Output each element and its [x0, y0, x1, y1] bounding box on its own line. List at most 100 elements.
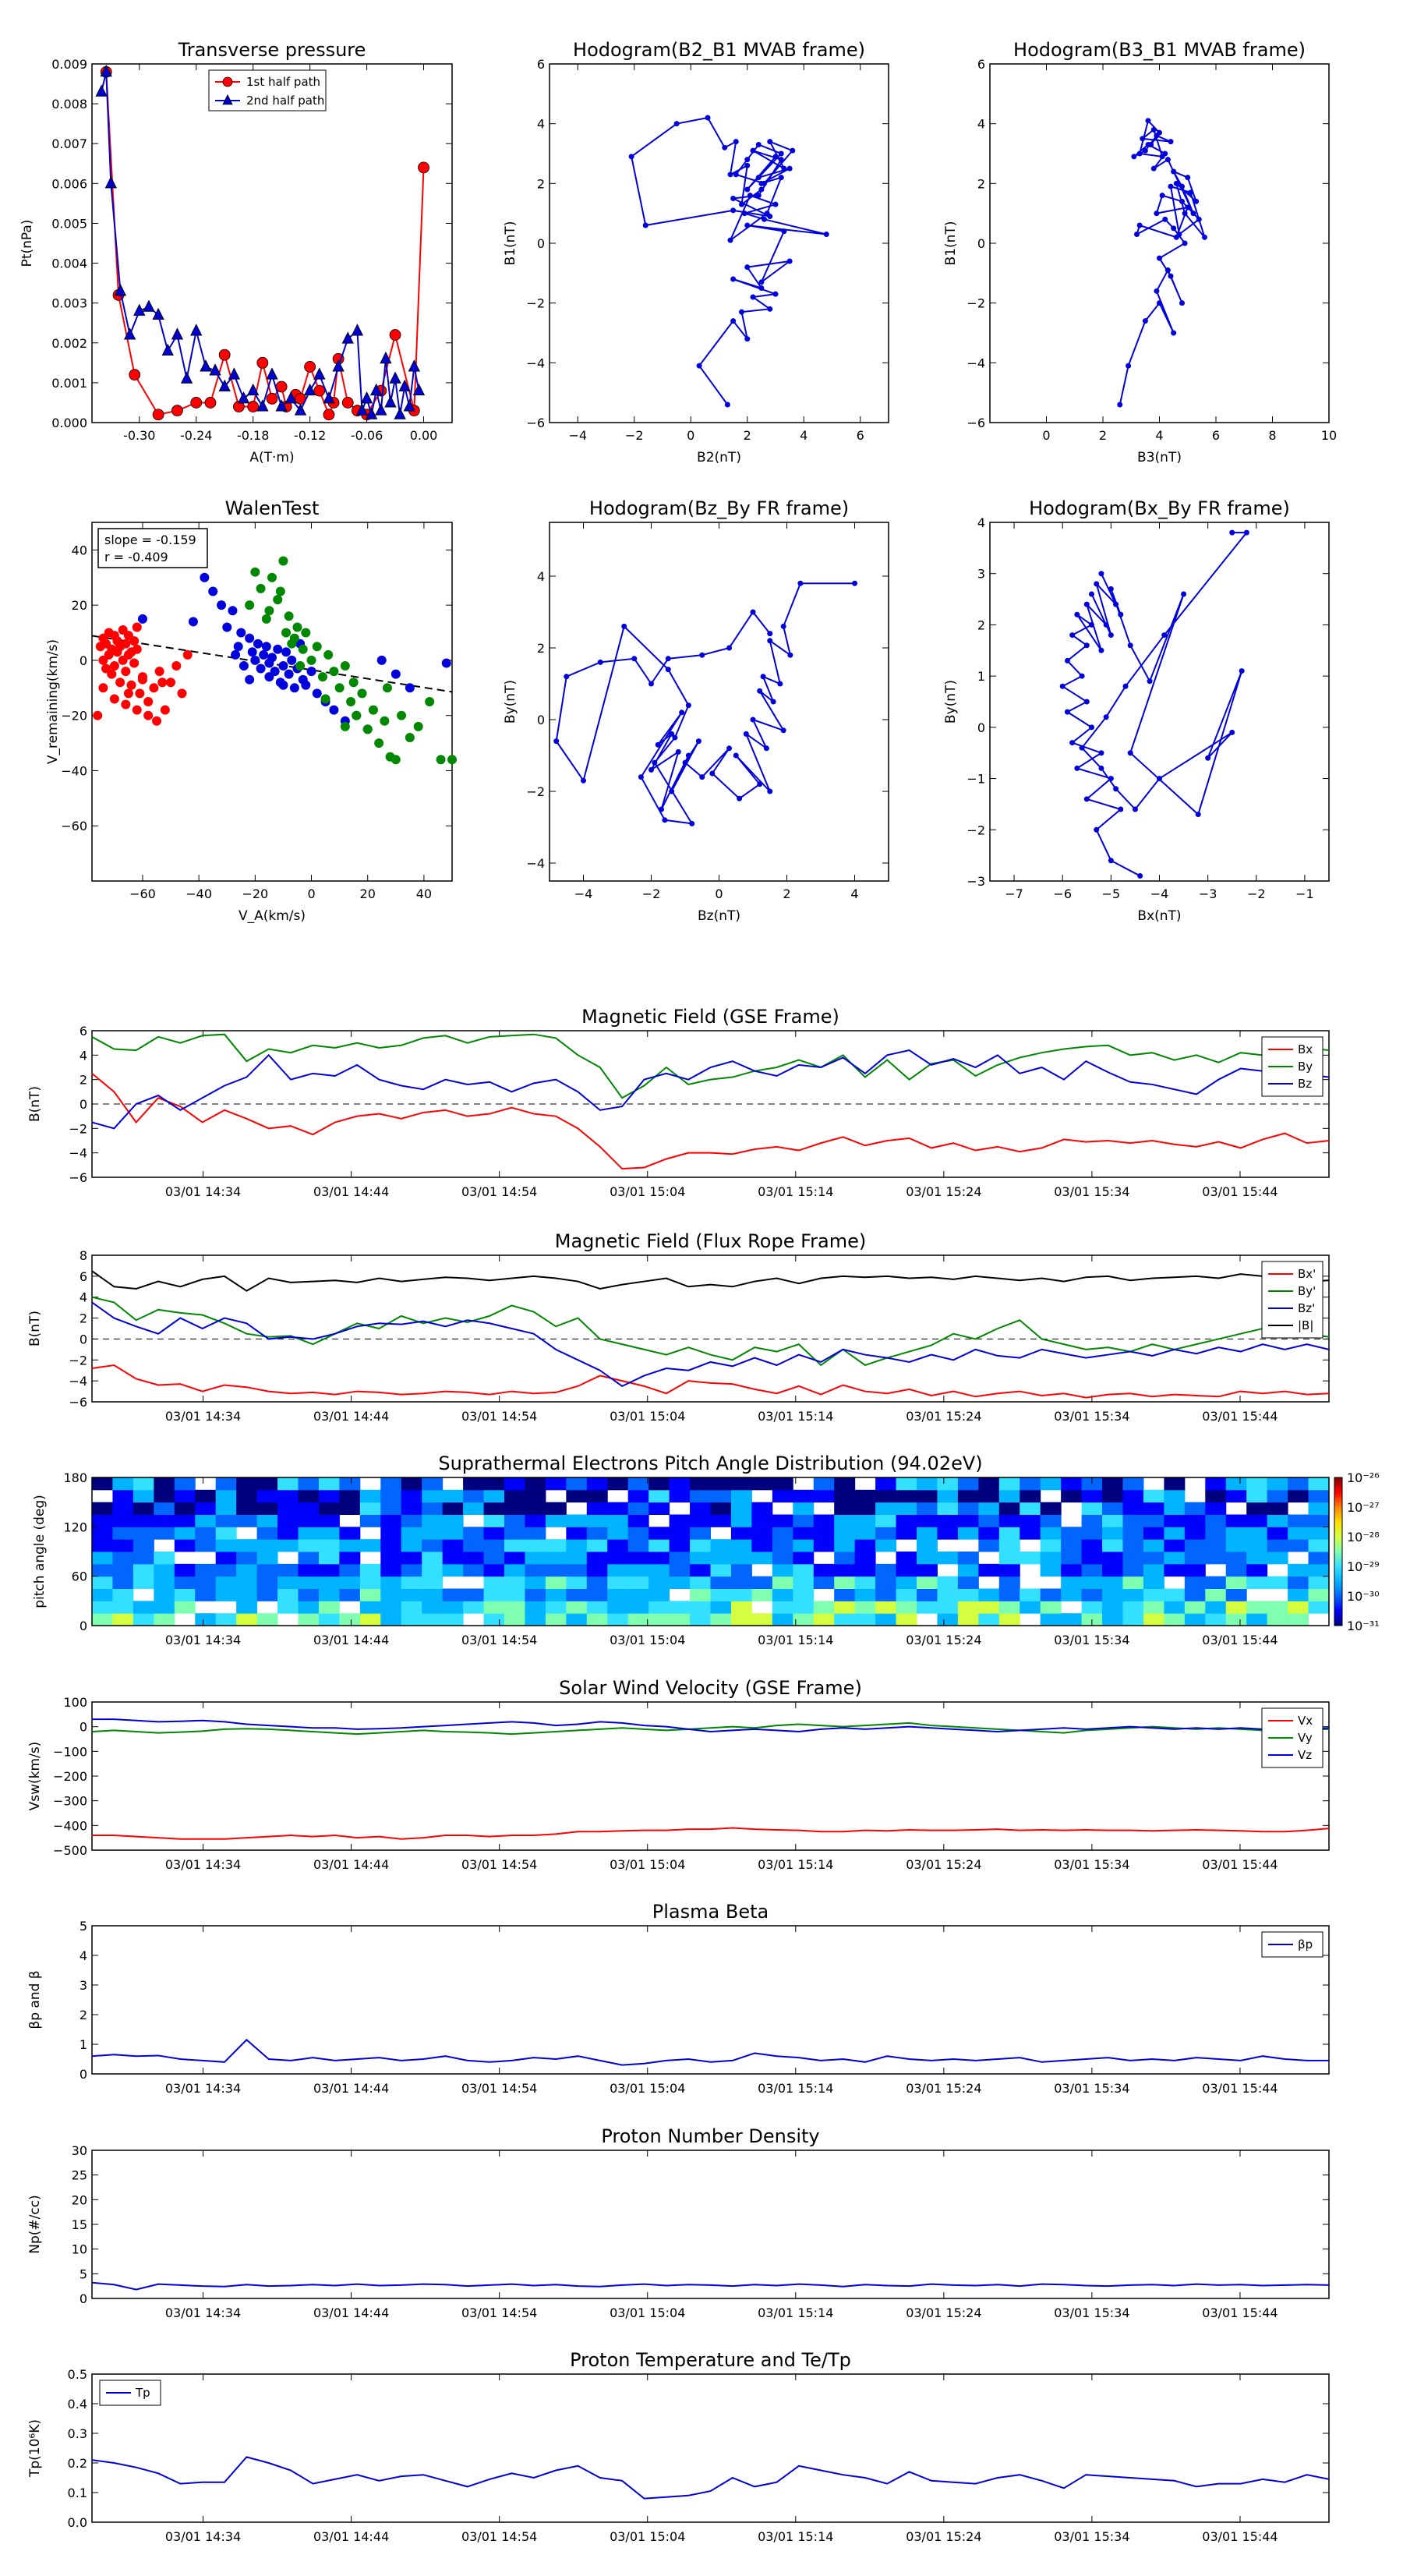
heatmap-cell [793, 1502, 815, 1515]
data-point [1154, 288, 1160, 294]
y-tick-label: 1 [977, 669, 985, 684]
y-tick-label: 0.000 [51, 416, 87, 430]
heatmap-cell [1061, 1613, 1083, 1626]
heatmap-cell [422, 1563, 444, 1577]
heatmap-cell [298, 1552, 320, 1565]
heatmap-cell [957, 1563, 979, 1577]
heatmap-cell [545, 1576, 567, 1589]
legend-label: Tp [135, 2386, 150, 2400]
heatmap-cell [236, 1514, 258, 1527]
heatmap-cell [957, 1601, 979, 1614]
data-point [447, 755, 457, 765]
heatmap-cell [1040, 1601, 1062, 1614]
heatmap-cell [380, 1527, 402, 1540]
y-tick-label: 15 [72, 2217, 87, 2232]
data-point [245, 600, 255, 610]
heatmap-cell [92, 1502, 113, 1515]
y-tick-label: 2 [80, 2008, 87, 2022]
heatmap-cell [401, 1576, 422, 1589]
heatmap-cell [998, 1477, 1020, 1491]
data-point [93, 710, 103, 720]
series-line [91, 2281, 1330, 2291]
heatmap-cell [1267, 1613, 1288, 1626]
y-tick-label: 0.007 [51, 136, 87, 151]
heatmap-cell [896, 1588, 917, 1601]
legend-label: Bz [1298, 1077, 1312, 1091]
heatmap-cell [339, 1527, 361, 1540]
data-point [730, 207, 737, 214]
heatmap-cell [648, 1477, 670, 1491]
heatmap-cell [236, 1539, 258, 1552]
x-tick-label: 40 [416, 886, 432, 901]
heatmap-cell [422, 1539, 444, 1552]
data-point [1205, 755, 1211, 761]
heatmap-cell [1205, 1502, 1227, 1515]
data-point [1083, 796, 1090, 802]
data-point [655, 741, 661, 748]
heatmap-cell [318, 1563, 340, 1577]
x-tick-label: 4 [1155, 428, 1163, 443]
heatmap-cell [710, 1588, 732, 1601]
x-tick-label: 03/01 15:24 [906, 2081, 981, 2096]
heatmap-cell [772, 1601, 793, 1614]
x-tick-label: −4 [568, 428, 587, 443]
data-point [709, 770, 716, 777]
heatmap-cell [730, 1563, 752, 1577]
data-point [405, 683, 415, 693]
heatmap-cell [1308, 1563, 1330, 1577]
heatmap-cell [92, 1514, 113, 1527]
data-point [264, 658, 274, 668]
heatmap-cell [318, 1601, 340, 1614]
data-point [1162, 216, 1168, 222]
heatmap-cell [401, 1539, 422, 1552]
heatmap-cell [1040, 1552, 1062, 1565]
data-point [135, 688, 145, 699]
heatmap-cell [834, 1588, 856, 1601]
data-point [389, 329, 401, 341]
data-point [621, 623, 627, 629]
data-point [281, 628, 292, 638]
data-point [638, 774, 644, 780]
heatmap-cell [422, 1613, 444, 1626]
data-point [1108, 586, 1114, 592]
x-tick-label: -0.30 [123, 428, 155, 443]
heatmap-cell [195, 1514, 217, 1527]
heatmap-cell [422, 1477, 444, 1491]
data-point [166, 678, 176, 688]
x-tick-label: 03/01 14:44 [313, 2529, 389, 2544]
heatmap-cell [917, 1477, 938, 1491]
heatmap-cell [607, 1588, 629, 1601]
heatmap-cell [648, 1489, 670, 1503]
heatmap-cell [875, 1514, 897, 1527]
heatmap-cell [834, 1563, 856, 1577]
y-tick-label: 0 [80, 2291, 87, 2306]
data-point [391, 669, 401, 679]
heatmap-cell [937, 1527, 959, 1540]
data-point [284, 611, 294, 621]
heatmap-cell [854, 1588, 876, 1601]
heatmap-cell [133, 1489, 154, 1503]
x-tick-label: 03/01 15:34 [1054, 1184, 1129, 1199]
heatmap-cell [215, 1552, 237, 1565]
heatmap-cell [998, 1563, 1020, 1577]
data-point [1150, 126, 1157, 133]
heatmap-cell [690, 1514, 711, 1527]
heatmap-cell [92, 1576, 113, 1589]
heatmap-cell [875, 1477, 897, 1491]
data-point [733, 172, 739, 178]
data-point [744, 222, 751, 228]
data-point [747, 193, 753, 199]
heatmap-cell [133, 1601, 154, 1614]
heatmap-cell [401, 1502, 422, 1515]
heatmap-cell [730, 1552, 752, 1565]
data-point [1140, 136, 1146, 142]
data-point [391, 755, 401, 765]
heatmap-cell [545, 1552, 567, 1565]
legend-label: By' [1298, 1284, 1316, 1298]
data-point [1185, 175, 1191, 181]
y-axis-label: B1(nT) [503, 221, 518, 266]
data-point [222, 94, 233, 105]
data-point [273, 644, 283, 654]
y-tick-label: −2 [526, 296, 545, 311]
heatmap-cell [937, 1613, 959, 1626]
